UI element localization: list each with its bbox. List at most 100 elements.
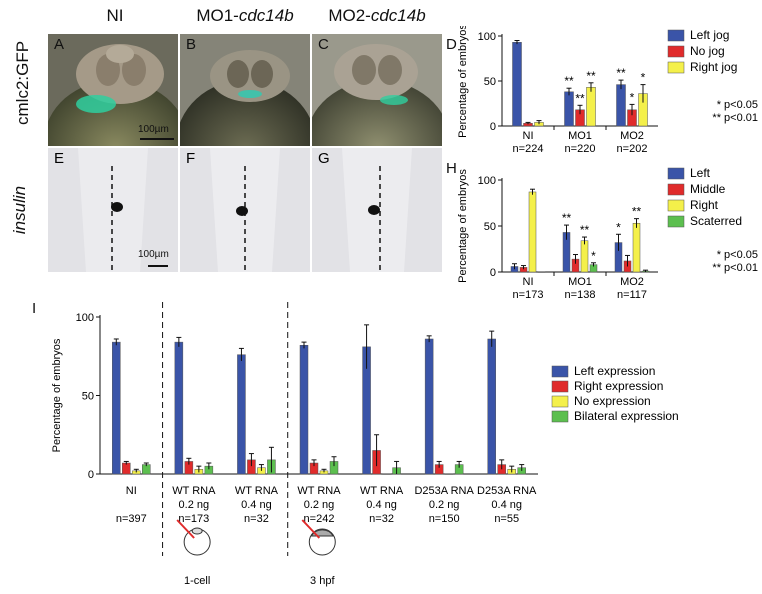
column-header-mo1: MO1-cdc14b [196,6,294,25]
bar [444,473,454,475]
x-tick-label: WT RNA [297,485,341,497]
x-tick-label: NI [523,130,534,142]
x-tick-label: D253A RNA [477,485,537,497]
sample-count-label: n=117 [617,289,647,301]
sample-count-label: n=32 [244,513,269,525]
p-value-note: * p<0.05 [717,249,758,261]
sample-count-label: n=138 [565,289,596,301]
significance-label: ** [580,223,590,237]
legend-label: Right jog [690,60,737,74]
legend-swatch [667,199,685,212]
column-header-ni: NI [106,6,124,25]
bar [299,345,309,475]
significance-label: ** [564,74,574,88]
legend-swatch [551,380,569,393]
injection-needle [176,519,195,539]
legend-label: Scaterred [690,214,742,228]
row-label-cmlc2: cmlc2:GFP [13,40,32,125]
bar [174,341,184,475]
y-axis-label: Percentage of embryos [457,26,469,138]
one-cell-embryo-cell [191,527,203,535]
photo-panel-c: C [312,34,442,146]
chart-d: Percentage of embryos 050100NIn=224MO1n=2… [457,26,758,155]
legend-label: No expression [574,394,651,408]
scale-bar [148,265,168,267]
p-value-note: ** p<0.01 [712,112,758,124]
legend-swatch [551,365,569,378]
stage-label: 1-cell [184,575,210,587]
legend-label: Right [690,198,719,212]
dose-label: 0.2 ng [179,499,210,511]
scale-bar-label: 100µm [138,249,169,260]
significance-label: * [630,90,635,104]
bar [616,84,626,127]
x-tick-label: MO2 [620,130,644,142]
legend-swatch [551,410,569,423]
legend-label: Middle [690,182,726,196]
bar [632,222,641,273]
photo-panel-f: F [180,148,310,272]
legend-swatch [667,167,685,180]
panel-letter-f: F [186,150,196,167]
x-tick-label: D253A RNA [414,485,474,497]
bar [586,87,596,127]
legend-swatch [667,61,685,74]
chart-i: Percentage of embryos 0 50 100 NI n=397 WT RNA… [51,302,679,587]
bar [122,462,131,475]
significance-label: ** [575,91,585,105]
y-tick-label: 100 [478,175,496,187]
row-label-insulin: insulin [10,185,29,235]
embryo-image [180,34,310,146]
legend-swatch [667,215,685,228]
chart-h: Percentage of embryos 050100NIn=173MO1n=1… [457,166,758,301]
legend-label: Bilateral expression [574,409,679,423]
dose-label: 0.4 ng [366,499,397,511]
legend-label: Left expression [574,364,655,378]
y-tick-label: 100 [478,31,496,43]
embryo-image [312,34,442,146]
bar [112,341,121,475]
y-tick-label: 50 [484,221,496,233]
dose-label: 0.2 ng [429,499,460,511]
bar [512,42,522,127]
dose-label: 0.2 ng [304,499,335,511]
injection-needle [301,519,321,539]
panel-letter-d: D [446,36,457,53]
significance-label: ** [632,205,642,219]
panel-letter-h: H [446,160,457,177]
photo-panel-e: E 100µm [48,148,178,272]
sample-count-label: n=220 [565,143,596,155]
legend-label: No jog [690,44,725,58]
bar [564,91,574,127]
scale-bar-label: 100µm [138,124,169,135]
y-tick-label: 50 [484,76,496,88]
embryo-image [180,148,310,272]
sample-count-label: n=32 [369,513,394,525]
photo-panel-b: B [180,34,310,146]
panel-letter-g: G [318,150,330,167]
sample-count-label: n=397 [116,513,147,525]
x-tick-label: MO1 [568,130,592,142]
significance-label: ** [562,211,572,225]
bar [537,271,546,273]
panel-letter-i: I [32,300,37,317]
sample-count-label: n=173 [513,289,544,301]
panel-letter-e: E [54,150,65,167]
scale-bar [140,138,174,140]
y-axis-label: Percentage of embryos [457,169,469,283]
dose-label: 0.4 ng [491,499,522,511]
x-tick-label: MO2 [620,276,644,288]
y-tick-label: 50 [82,391,94,403]
legend-swatch [667,29,685,42]
bar [382,473,391,475]
significance-label: * [641,71,646,85]
sample-count-label: n=150 [429,513,460,525]
legend-swatch [667,45,685,58]
significance-label: * [616,220,621,234]
embryo-image [312,148,442,272]
y-tick-label: 0 [490,267,496,279]
y-axis-label: Percentage of embryos [51,338,63,452]
legend-swatch [551,395,569,408]
x-tick-label: WT RNA [235,485,279,497]
x-tick-label: NI [523,276,534,288]
